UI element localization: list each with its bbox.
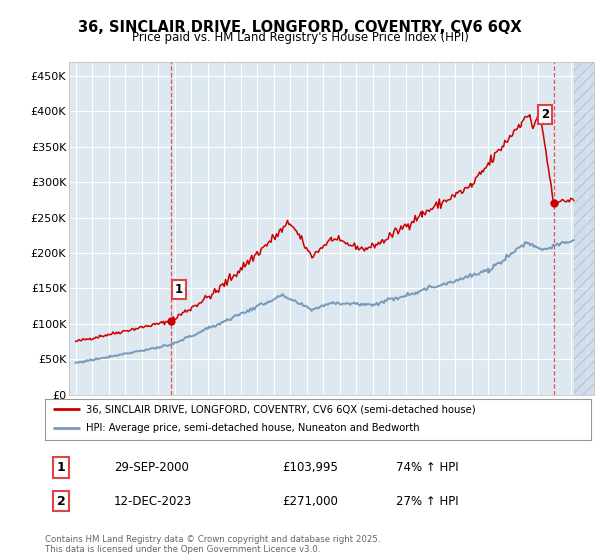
Text: 36, SINCLAIR DRIVE, LONGFORD, COVENTRY, CV6 6QX: 36, SINCLAIR DRIVE, LONGFORD, COVENTRY, …: [78, 20, 522, 35]
Text: 36, SINCLAIR DRIVE, LONGFORD, COVENTRY, CV6 6QX (semi-detached house): 36, SINCLAIR DRIVE, LONGFORD, COVENTRY, …: [86, 404, 476, 414]
Text: 1: 1: [175, 283, 183, 296]
Text: HPI: Average price, semi-detached house, Nuneaton and Bedworth: HPI: Average price, semi-detached house,…: [86, 423, 419, 433]
Text: Price paid vs. HM Land Registry's House Price Index (HPI): Price paid vs. HM Land Registry's House …: [131, 31, 469, 44]
Text: 12-DEC-2023: 12-DEC-2023: [114, 494, 192, 508]
Text: £103,995: £103,995: [282, 461, 338, 474]
Text: 2: 2: [57, 494, 65, 508]
Text: 2: 2: [541, 108, 550, 122]
Text: 1: 1: [57, 461, 65, 474]
Text: 29-SEP-2000: 29-SEP-2000: [114, 461, 189, 474]
Text: 74% ↑ HPI: 74% ↑ HPI: [396, 461, 458, 474]
Text: £271,000: £271,000: [282, 494, 338, 508]
Text: 27% ↑ HPI: 27% ↑ HPI: [396, 494, 458, 508]
Text: Contains HM Land Registry data © Crown copyright and database right 2025.
This d: Contains HM Land Registry data © Crown c…: [45, 535, 380, 554]
